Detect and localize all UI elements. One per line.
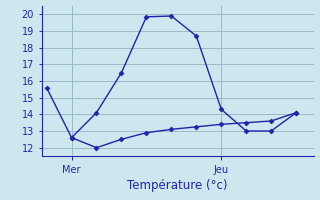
X-axis label: Température (°c): Température (°c) bbox=[127, 179, 228, 192]
